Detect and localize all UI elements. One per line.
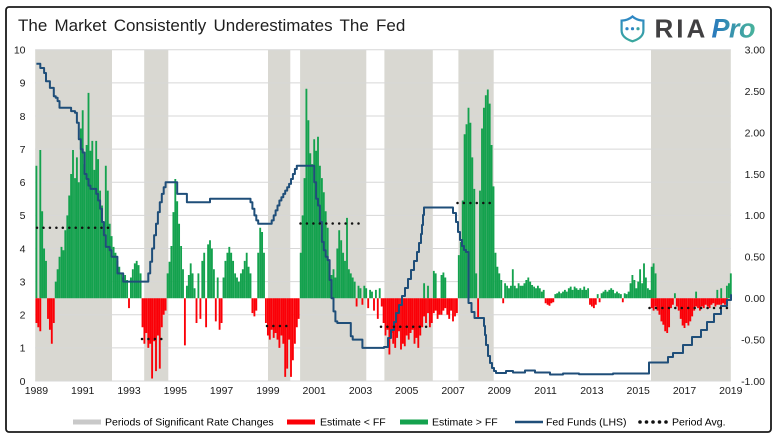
svg-text:10: 10 — [14, 45, 26, 57]
svg-text:2009: 2009 — [488, 385, 512, 397]
svg-text:2.50: 2.50 — [745, 86, 766, 98]
svg-text:-0.50: -0.50 — [741, 334, 765, 346]
svg-text:1.00: 1.00 — [745, 210, 766, 222]
svg-text:The Market Consistently Undere: The Market Consistently Underestimates T… — [18, 16, 405, 35]
svg-text:4: 4 — [20, 243, 26, 255]
svg-text:Fed Funds (LHS): Fed Funds (LHS) — [546, 417, 627, 429]
svg-text:2017: 2017 — [673, 385, 697, 397]
svg-text:8: 8 — [20, 111, 26, 123]
svg-text:Estimate < FF: Estimate < FF — [320, 417, 386, 429]
svg-text:Estimate > FF: Estimate > FF — [432, 417, 498, 429]
svg-text:3: 3 — [20, 276, 26, 288]
svg-text:3.00: 3.00 — [745, 45, 766, 57]
svg-text:0.00: 0.00 — [745, 293, 766, 305]
svg-text:1999: 1999 — [256, 385, 280, 397]
svg-text:2007: 2007 — [441, 385, 465, 397]
svg-text:1993: 1993 — [117, 385, 141, 397]
svg-text:2001: 2001 — [303, 385, 327, 397]
svg-text:-1.00: -1.00 — [741, 376, 765, 388]
svg-text:1989: 1989 — [25, 385, 49, 397]
svg-text:5: 5 — [20, 210, 26, 222]
svg-text:9: 9 — [20, 78, 26, 90]
svg-text:2: 2 — [20, 310, 26, 322]
svg-text:Period Avg.: Period Avg. — [672, 417, 726, 429]
svg-text:1.50: 1.50 — [745, 169, 766, 181]
svg-text:1995: 1995 — [164, 385, 188, 397]
svg-text:1991: 1991 — [71, 385, 95, 397]
svg-text:RIA: RIA — [655, 14, 709, 44]
svg-text:2015: 2015 — [627, 385, 651, 397]
svg-text:1: 1 — [20, 343, 26, 355]
svg-text:2.00: 2.00 — [745, 127, 766, 139]
svg-text:2013: 2013 — [580, 385, 604, 397]
svg-text:2003: 2003 — [349, 385, 373, 397]
svg-text:1997: 1997 — [210, 385, 234, 397]
svg-text:Periods of Significant Rate Ch: Periods of Significant Rate Changes — [105, 417, 274, 429]
svg-text:2005: 2005 — [395, 385, 419, 397]
svg-text:0.50: 0.50 — [745, 252, 766, 264]
svg-text:7: 7 — [20, 144, 26, 156]
svg-text:2011: 2011 — [534, 385, 557, 397]
svg-text:2019: 2019 — [719, 385, 743, 397]
svg-text:0: 0 — [20, 376, 26, 388]
svg-text:Pro: Pro — [712, 14, 756, 44]
svg-text:6: 6 — [20, 177, 26, 189]
